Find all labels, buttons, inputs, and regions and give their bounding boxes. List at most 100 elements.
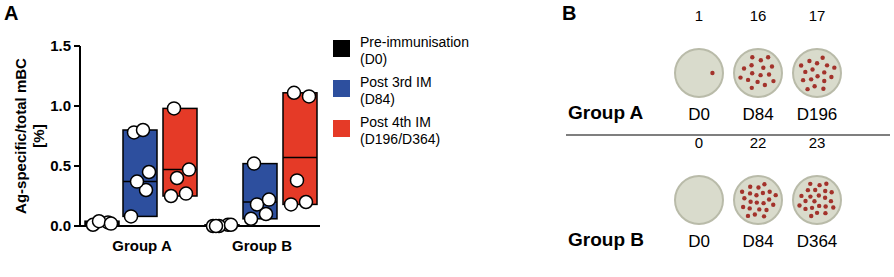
well: [734, 176, 782, 224]
data-point: [93, 215, 106, 228]
well-disc: [675, 49, 723, 97]
range-bar: [283, 93, 317, 205]
legend-label-line: Post 4th IM: [360, 114, 431, 130]
y-tick-label: 1.5: [50, 37, 71, 54]
spot: [823, 211, 827, 215]
data-point: [105, 217, 118, 230]
legend-label-line: Pre-immunisation: [360, 34, 469, 50]
spot: [748, 199, 752, 203]
spot: [741, 205, 745, 209]
row-label: Group B: [568, 229, 644, 250]
data-point: [180, 187, 193, 200]
spot: [803, 70, 807, 74]
spot: [771, 203, 775, 207]
data-point: [183, 163, 196, 176]
spot: [761, 66, 765, 70]
spot: [764, 208, 768, 212]
spot: [756, 185, 760, 189]
data-point: [245, 212, 258, 225]
spot: [817, 204, 821, 208]
data-point: [210, 220, 223, 233]
y-axis-title-line: [%]: [30, 124, 47, 147]
y-tick-label: 0.5: [50, 157, 71, 174]
well: [793, 176, 841, 224]
spot: [767, 72, 771, 76]
spot: [829, 190, 833, 194]
spot: [747, 206, 751, 210]
spot: [817, 183, 821, 187]
spot: [801, 78, 805, 82]
spot: [763, 83, 767, 87]
y-tick: [74, 105, 80, 107]
data-point: [171, 172, 184, 185]
well: [675, 176, 723, 224]
well-disc: [793, 176, 841, 224]
panel-label: A: [4, 2, 18, 24]
spot: [829, 75, 833, 79]
spot: [805, 87, 809, 91]
well-disc: [793, 49, 841, 97]
y-tick: [74, 165, 80, 167]
y-axis-title-line: Ag-specific/total mBC: [12, 58, 29, 214]
well: [734, 49, 782, 97]
well-disc: [675, 176, 723, 224]
spot: [757, 207, 761, 211]
legend-label-line: (D196/D364): [360, 131, 440, 147]
y-tick-label: 1.0: [50, 97, 71, 114]
spot: [820, 56, 824, 60]
legend-label-line: (D84): [360, 91, 395, 107]
spot: [810, 206, 814, 210]
spot: [767, 197, 771, 201]
day-label: D196: [797, 105, 838, 124]
spot: [750, 86, 754, 90]
y-tick-label: 0.0: [50, 217, 71, 234]
spot: [746, 78, 750, 82]
spot: [746, 214, 750, 218]
spot: [748, 191, 752, 195]
day-label: D0: [688, 105, 710, 124]
spot: [823, 189, 827, 193]
x-tick-label: Group A: [112, 237, 172, 254]
spot: [742, 196, 746, 200]
spot: [748, 184, 752, 188]
spot: [823, 204, 827, 208]
spot: [753, 212, 757, 216]
spot: [812, 84, 816, 88]
y-tick: [74, 45, 80, 47]
spot: [762, 214, 766, 218]
spot: [762, 182, 766, 186]
range-bar: [163, 108, 197, 196]
spot-count: 17: [809, 7, 826, 24]
data-point: [165, 190, 178, 203]
data-point: [303, 90, 316, 103]
well: [793, 49, 841, 97]
spot: [742, 66, 746, 70]
spot: [797, 203, 801, 207]
spot: [759, 58, 763, 62]
spot: [755, 200, 759, 204]
data-point: [168, 102, 181, 115]
day-label: D0: [688, 232, 710, 251]
spot: [822, 79, 826, 83]
x-tick-label: Group B: [232, 237, 292, 254]
spot: [799, 194, 803, 198]
data-point: [300, 196, 313, 209]
spot: [740, 190, 744, 194]
well-disc: [734, 49, 782, 97]
spot: [812, 199, 816, 203]
range-bar: [123, 130, 157, 216]
legend-swatch: [333, 80, 350, 97]
legend-label: Pre-immunisation(D0): [360, 34, 469, 67]
legend-label-line: (D0): [360, 51, 387, 67]
data-point: [288, 86, 301, 99]
plot-area: [85, 86, 317, 232]
spot: [815, 211, 819, 215]
spot: [770, 64, 774, 68]
spot: [750, 55, 754, 59]
well: [675, 49, 723, 97]
data-point: [137, 124, 150, 137]
spot: [771, 79, 775, 83]
figure: A Ag-specific/total mBC[%] 0.0 0.5 1.0 1.5 Gro…: [0, 0, 894, 277]
spot: [773, 193, 777, 197]
spot: [821, 86, 825, 90]
